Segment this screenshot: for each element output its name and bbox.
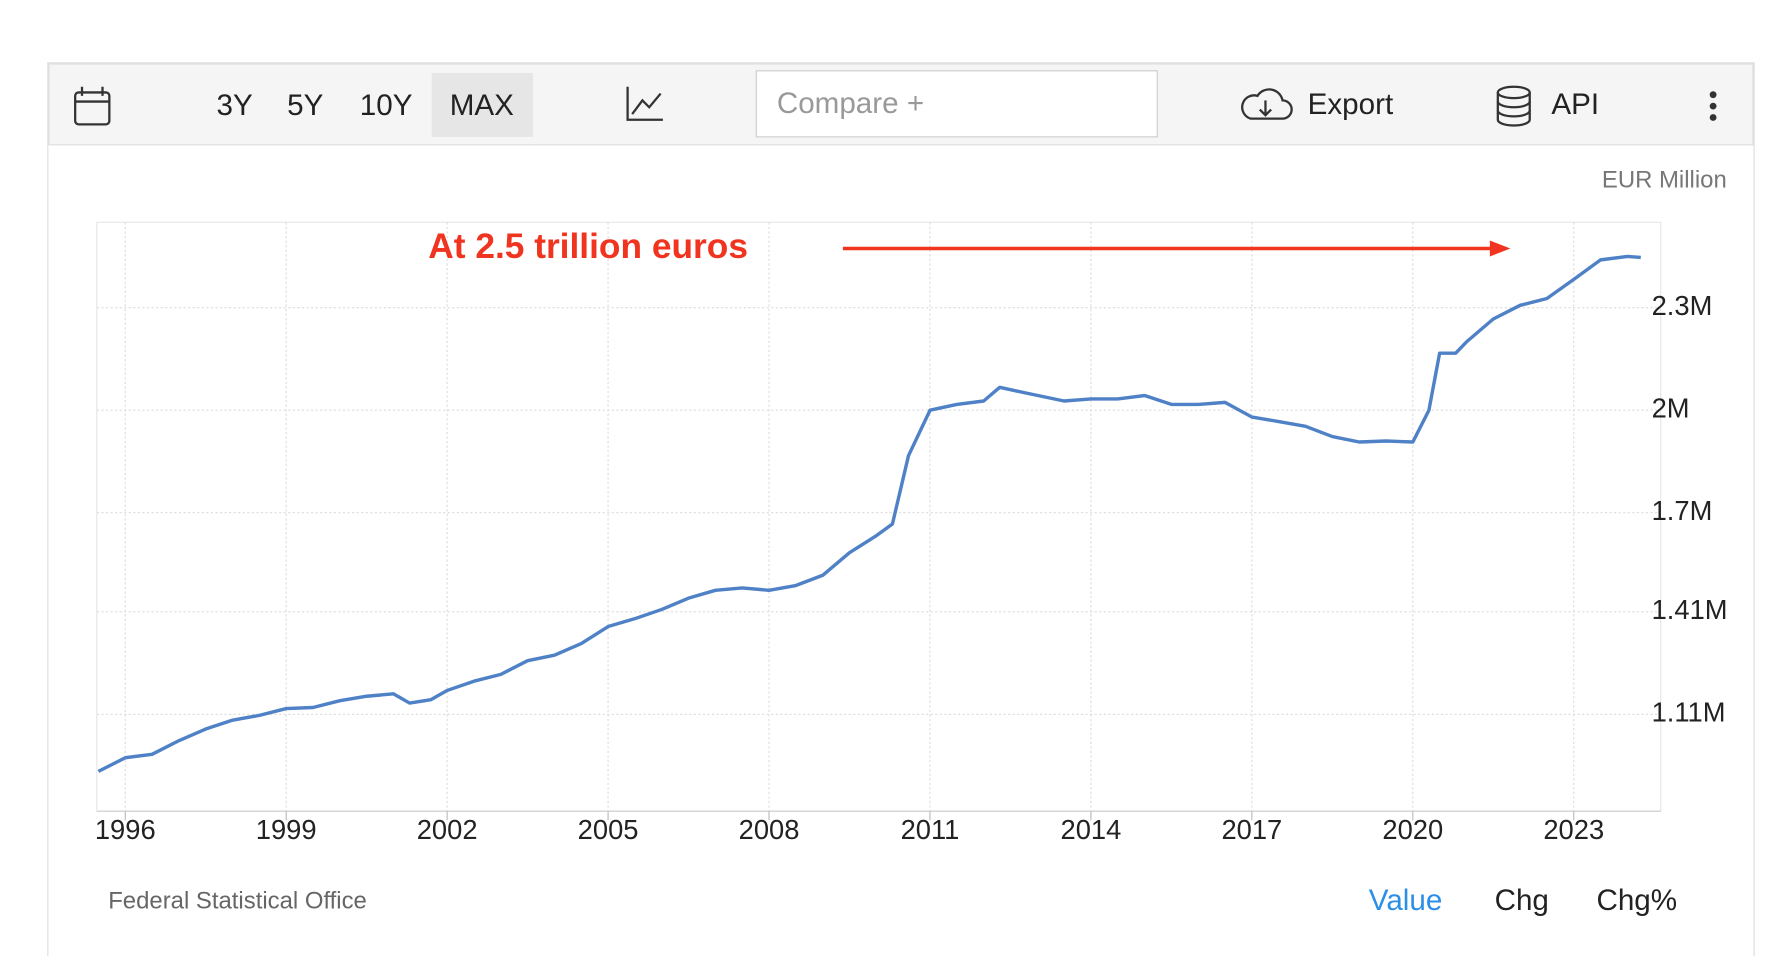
range-button[interactable]: MAX	[450, 89, 514, 122]
api-button[interactable]: API	[1551, 88, 1599, 121]
annotation: At 2.5 trillion euros	[428, 227, 748, 266]
active-range	[431, 73, 534, 137]
arrow-head	[1489, 240, 1511, 257]
compare-input[interactable]	[755, 70, 1158, 138]
y-tick-label: 2M	[1652, 392, 1690, 423]
range-button[interactable]: 3Y	[217, 89, 253, 122]
compare-placeholder: Compare +	[777, 87, 924, 120]
y-tick-label: 2.3M	[1652, 290, 1713, 321]
calendar-icon[interactable]	[74, 86, 111, 126]
range-button[interactable]: 5Y	[287, 89, 323, 122]
view-tab[interactable]: Chg%	[1596, 884, 1677, 917]
x-tick-label: 2008	[739, 814, 800, 845]
y-tick-label: 1.7M	[1652, 495, 1713, 526]
x-tick-label: 2020	[1382, 814, 1443, 845]
unit-label: EUR Million	[1602, 167, 1727, 194]
plot: 1.11M 1.41M 1.7M 2M 2.3M 1996 1999 2002 2005 2008…	[95, 221, 1728, 845]
export-button[interactable]: Export	[1308, 88, 1394, 121]
data-line	[97, 254, 1641, 773]
source: Federal Statistical Office	[108, 888, 367, 915]
more-menu[interactable]	[1709, 91, 1717, 121]
x-tick-label: 2014	[1061, 814, 1122, 845]
range-button[interactable]: 10Y	[360, 89, 413, 122]
x-tick-label: 1999	[256, 814, 317, 845]
api-icon[interactable]	[1496, 85, 1531, 127]
y-tick-label: 1.11M	[1652, 697, 1726, 728]
x-tick-label: 2005	[578, 814, 639, 845]
x-tick-label: 2023	[1543, 814, 1604, 845]
x-tick-label: 2011	[901, 814, 960, 845]
y-tick-label: 1.41M	[1652, 594, 1728, 625]
view-tab[interactable]: Value	[1369, 884, 1443, 917]
x-tick-label: 1996	[95, 814, 156, 845]
export-icon[interactable]	[1241, 88, 1293, 120]
x-tick-label: 2017	[1221, 814, 1282, 845]
x-tick-label: 2002	[417, 814, 478, 845]
chart-type-icon[interactable]	[626, 86, 663, 121]
view-tab[interactable]: Chg	[1495, 884, 1549, 917]
